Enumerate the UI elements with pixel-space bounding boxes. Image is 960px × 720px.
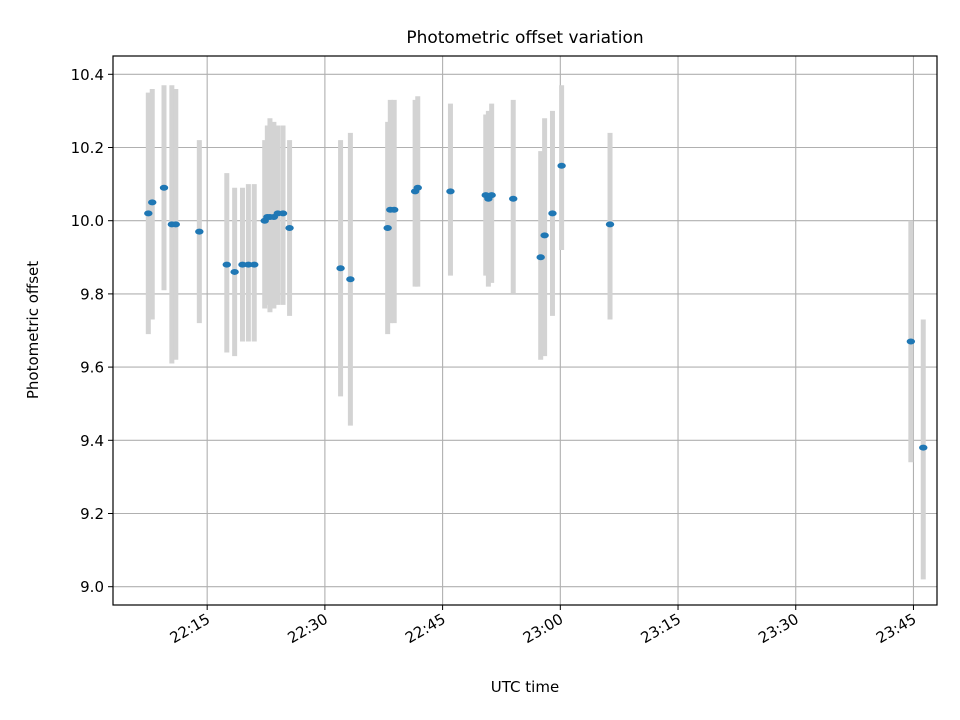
x-tick-label: 23:45 bbox=[873, 610, 919, 647]
x-tick-label: 23:15 bbox=[638, 610, 684, 647]
data-point bbox=[413, 184, 422, 191]
chart-title: Photometric offset variation bbox=[406, 28, 643, 48]
x-tick-label: 23:30 bbox=[755, 610, 801, 647]
plot-area-frame bbox=[112, 55, 938, 606]
x-tick-label: 22:45 bbox=[402, 610, 448, 647]
data-point bbox=[487, 192, 496, 199]
data-points bbox=[144, 162, 928, 451]
data-point bbox=[278, 210, 288, 217]
data-point bbox=[346, 276, 355, 283]
data-point bbox=[171, 221, 180, 228]
x-axis-label: UTC time bbox=[491, 678, 559, 696]
data-point bbox=[222, 261, 231, 268]
data-point bbox=[906, 338, 916, 345]
data-point bbox=[919, 444, 928, 451]
data-point bbox=[148, 199, 157, 206]
y-tick-label: 9.0 bbox=[80, 578, 104, 596]
data-point bbox=[336, 265, 345, 272]
y-tick-label: 9.8 bbox=[80, 285, 104, 303]
data-point bbox=[540, 232, 549, 239]
data-point bbox=[446, 188, 455, 195]
data-point bbox=[390, 206, 399, 213]
data-point bbox=[383, 225, 392, 232]
x-tick-label: 22:30 bbox=[284, 610, 330, 647]
y-tick-label: 10.0 bbox=[71, 212, 104, 230]
data-point bbox=[509, 195, 518, 202]
x-tick-label: 23:00 bbox=[520, 610, 566, 647]
error-bars bbox=[145, 85, 926, 580]
data-point bbox=[238, 261, 247, 268]
y-tick-label: 10.2 bbox=[71, 139, 104, 157]
y-tick-label: 10.4 bbox=[71, 66, 104, 84]
data-point bbox=[159, 184, 169, 191]
data-point bbox=[244, 261, 253, 268]
y-tick-label: 9.2 bbox=[80, 505, 104, 523]
data-point bbox=[536, 254, 545, 261]
data-point bbox=[144, 210, 153, 217]
data-point bbox=[605, 221, 615, 228]
data-point bbox=[250, 261, 259, 268]
data-point bbox=[230, 268, 239, 275]
data-point bbox=[548, 210, 557, 217]
data-point bbox=[285, 225, 294, 232]
y-tick-label: 9.6 bbox=[80, 359, 104, 377]
y-tick-label: 9.4 bbox=[80, 432, 104, 450]
data-point bbox=[557, 162, 566, 169]
data-point bbox=[195, 228, 204, 235]
x-tick-label: 22:15 bbox=[167, 610, 213, 647]
y-axis-label: Photometric offset bbox=[24, 261, 42, 399]
